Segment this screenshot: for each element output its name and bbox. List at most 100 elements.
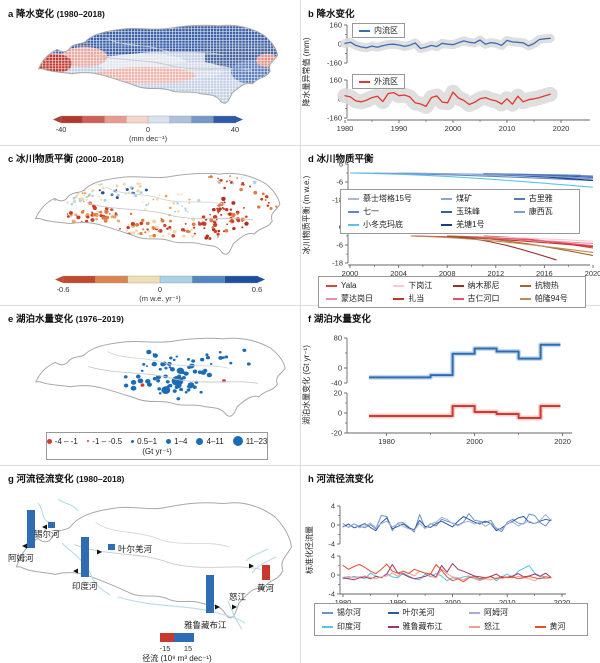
legend-item [535,607,581,618]
legend-item: Yala [326,280,383,291]
legend-item: 叶尔羌河 [387,607,458,618]
svg-text:-0.6: -0.6 [57,285,70,294]
svg-text:-40: -40 [56,125,67,134]
svg-text:2008: 2008 [439,269,456,278]
legend-item: 印度河 [322,621,376,632]
svg-text:1980: 1980 [335,598,352,607]
legend-exterior-basin: 外流区 [352,74,405,89]
svg-text:0: 0 [331,521,335,530]
legend-item: 煤矿 [441,193,504,204]
glacier-mass-balance-map: -0.6 0 0.6 (m w.e. yr⁻¹) [0,145,300,303]
legend-item: 古里雅 [513,193,572,204]
river-label: 阿姆河 [8,553,34,563]
svg-text:2016: 2016 [536,269,553,278]
svg-text:1990: 1990 [391,124,408,133]
svg-text:降水量异常值 (mm): 降水量异常值 (mm) [301,37,311,106]
divider-row2 [0,305,600,306]
svg-text:160: 160 [329,76,342,85]
svg-text:4: 4 [331,502,335,511]
svg-text:2020: 2020 [554,598,571,607]
svg-text:(mm dec⁻¹): (mm dec⁻¹) [129,134,168,143]
river-label: 怒江 [229,592,247,602]
svg-text:0: 0 [338,40,342,49]
lake-legend-item: -1 – -0.5 [86,437,122,446]
panel-b-title: b 降水变化 [308,9,355,20]
panel-a: a 降水变化 (1980–2018) -40 0 40 (mm dec⁻¹) [0,0,300,145]
svg-text:-20: -20 [331,429,342,438]
svg-text:-160: -160 [327,114,342,123]
svg-text:2020: 2020 [585,269,600,278]
lake-legend-item: 4–11 [196,437,224,446]
legend-item: 小冬克玛底 [348,219,431,230]
lake-legend-item: 0.5–1 [131,437,157,446]
svg-text:2000: 2000 [466,437,483,446]
river-label: 黄河 [257,583,275,593]
river-label: 雅鲁藏布江 [184,620,227,630]
svg-text:-40: -40 [331,379,342,388]
legend-item: 锡尔河 [322,607,376,618]
svg-text:湖泊水量变化 (Gt yr⁻¹): 湖泊水量变化 (Gt yr⁻¹) [301,345,311,425]
panel-d: d 冰川物质平衡 冰川物质平衡 (m w.e.)6-6-186-6-182000… [300,145,600,308]
legend-item: 七一 [348,206,431,217]
panel-a-title: a 降水变化 (1980–2018) [8,9,105,20]
svg-text:-18: -18 [332,196,343,205]
svg-text:-15: -15 [160,644,171,653]
glacier-legend-north: 慕士塔格15号 煤矿 古里雅 七一 玉珠峰 康西瓦 小冬克玛底 羌塘1号 [340,189,580,234]
lake-legend-unit: (Gt yr⁻¹) [142,447,172,456]
svg-text:15: 15 [184,644,192,653]
svg-text:0: 0 [338,409,342,418]
svg-text:0: 0 [146,125,150,134]
svg-text:2020: 2020 [553,124,570,133]
svg-text:1980: 1980 [337,124,354,133]
legend-item: 蒙达岗日 [326,293,383,304]
panel-c: c 冰川物质平衡 (2000–2018) -0.6 0 0.6 (m w.e. yr⁻… [0,145,300,305]
legend-item: 雅鲁藏布江 [387,621,458,632]
river-label: 叶尔羌河 [118,544,153,554]
svg-text:径流 (10⁸ m³ dec⁻¹): 径流 (10⁸ m³ dec⁻¹) [142,653,212,663]
svg-text:1980: 1980 [378,437,395,446]
legend-item: 帕隆94号 [519,293,578,304]
svg-text:冰川物质平衡 (m w.e.): 冰川物质平衡 (m w.e.) [301,175,311,254]
svg-text:-6: -6 [336,241,343,250]
legend-item: 黄河 [534,621,581,632]
glacier-legend-south: Yala 下岗江 纳木那尼 抗物热 蒙达岗日 扎当 古仁河口 帕隆94号 [318,276,586,308]
panel-h: h 河流径流变化 标准化径流量40-440-419801990200020102… [300,465,600,663]
lake-legend-item: 11–23 [232,436,267,446]
divider-row1 [0,145,600,146]
legend-item [514,219,572,230]
legend-item: 古仁河口 [452,293,510,304]
svg-text:2020: 2020 [554,437,571,446]
svg-text:4: 4 [331,552,335,561]
svg-text:2000: 2000 [444,598,461,607]
svg-text:-6: -6 [336,178,343,187]
panel-f-title: f 湖泊水量变化 [308,314,371,325]
precipitation-trend-map: -40 0 40 (mm dec⁻¹) [0,0,300,143]
panel-g-title: g 河流径流变化 (1980–2018) [8,474,125,485]
panel-b: b 降水变化 降水量异常值 (mm) 160 0 -160 160 0 -160 1980 19… [300,0,600,145]
svg-text:2000: 2000 [445,124,462,133]
svg-text:2012: 2012 [487,269,504,278]
lake-legend-item: 1–4 [166,437,187,446]
svg-text:1990: 1990 [389,598,406,607]
divider-row3 [0,465,600,466]
svg-text:标准化径流量: 标准化径流量 [304,526,314,574]
svg-text:160: 160 [329,21,342,30]
svg-text:2000: 2000 [342,269,359,278]
svg-text:0.6: 0.6 [252,285,262,294]
legend-item: 阿姆河 [469,607,523,618]
lake-volume-change-map [0,305,300,465]
lake-legend-item: -4 – -1 [46,437,78,446]
legend-item: 扎当 [393,293,442,304]
river-label: 印度河 [72,581,98,591]
panel-c-title: c 冰川物质平衡 (2000–2018) [8,154,124,165]
svg-text:2010: 2010 [499,598,516,607]
panel-f: f 湖泊水量变化 湖泊水量变化 (Gt yr⁻¹) 80 0 -40 20 0 -20 198… [300,305,600,465]
svg-text:-4: -4 [328,540,335,549]
legend-item: 抗物热 [519,280,578,291]
legend-item: 怒江 [469,621,523,632]
